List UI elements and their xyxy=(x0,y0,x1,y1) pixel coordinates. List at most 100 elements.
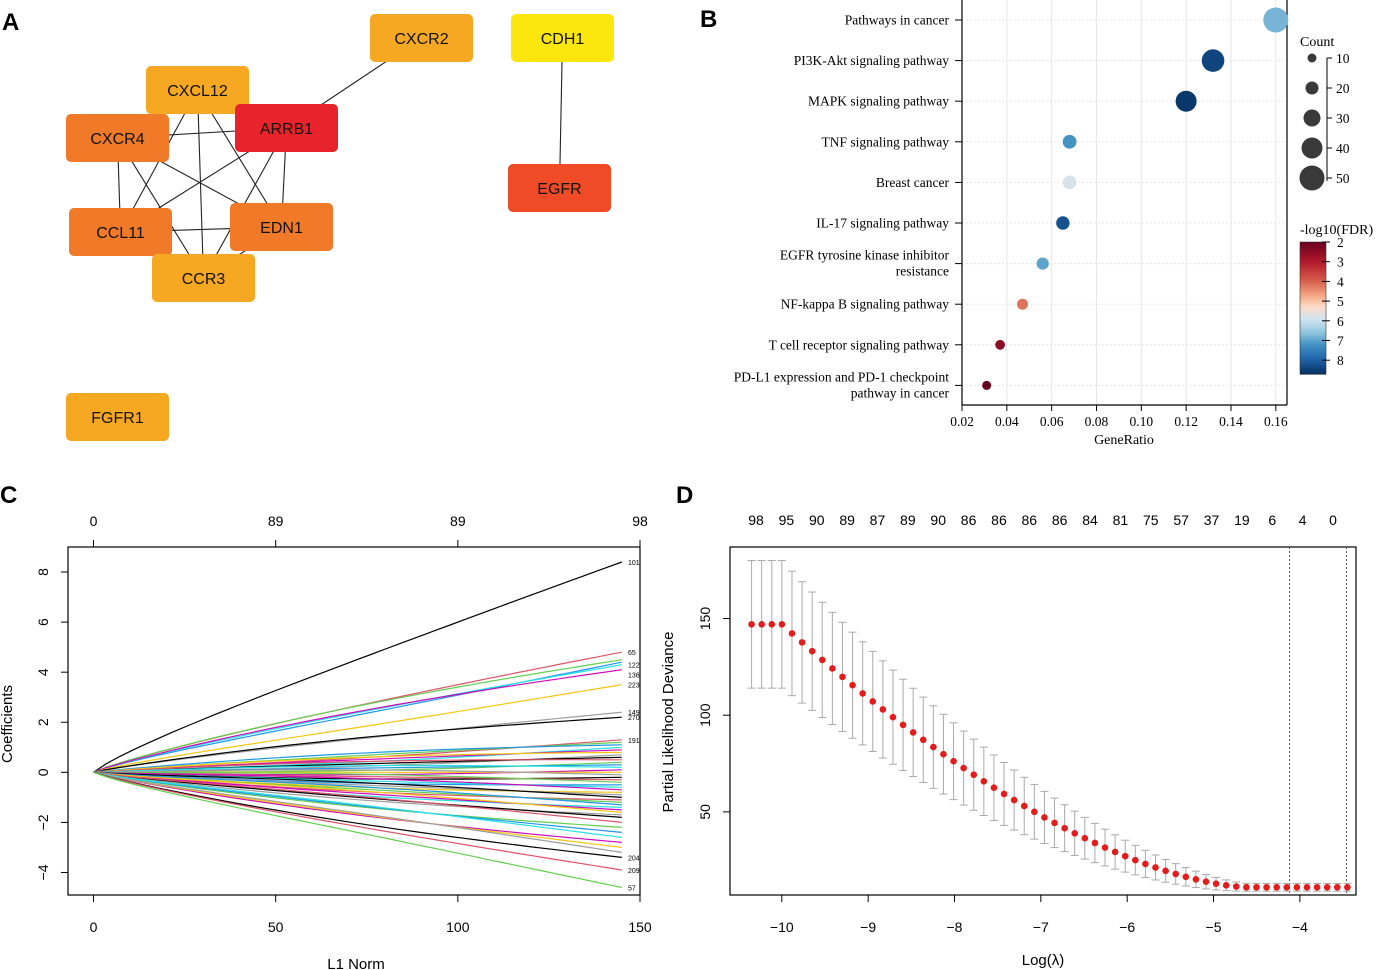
colorbar-band xyxy=(1300,318,1326,321)
colorbar-band xyxy=(1300,276,1326,279)
cv-x-tick-label: −9 xyxy=(860,919,876,935)
coef-path-label: 223 xyxy=(628,683,640,690)
coef-path xyxy=(93,771,622,853)
cv-point xyxy=(1172,870,1180,878)
cv-top-label: 90 xyxy=(809,512,825,528)
node-box xyxy=(66,114,169,162)
colorbar-frame xyxy=(1299,241,1327,375)
network-nodes: CXCR2 CDH1 CXCL12 ARRB1 CXCR4 CCL11 EDN1 CCR3 EG… xyxy=(66,14,614,441)
colorbar-band xyxy=(1300,312,1326,315)
cv-point xyxy=(1253,883,1260,891)
colorbar-band xyxy=(1300,248,1326,251)
node-box xyxy=(511,14,614,62)
node-box xyxy=(235,104,338,152)
coef-path xyxy=(93,771,622,838)
coef-y-tick-label: −2 xyxy=(35,814,51,830)
pathway-dot xyxy=(1036,257,1049,270)
panel-letter-b: B xyxy=(700,6,717,33)
pathway-label: T cell receptor signaling pathway xyxy=(769,337,950,352)
coef-y-tick-label: 8 xyxy=(35,568,51,576)
colorbar-band xyxy=(1300,292,1326,295)
coef-path xyxy=(93,744,622,773)
coef-path-label: 65 xyxy=(628,650,636,657)
fdr-legend-title: -log10(FDR) xyxy=(1300,223,1373,238)
coef-path xyxy=(93,771,622,871)
cv-deviance-plot: −10 −9 −8 −7 −6 −5 −4 50 100 150 98 95 90 89 87 89 90 86 8… xyxy=(660,512,1357,969)
pathway-dot xyxy=(1062,134,1077,149)
cv-y-tick-label: 50 xyxy=(697,804,713,820)
cv-y-tick-label: 100 xyxy=(697,703,713,727)
cv-y-tick-label: 150 xyxy=(697,607,713,631)
cv-point xyxy=(1232,883,1240,890)
coef-path xyxy=(93,669,622,773)
cv-point xyxy=(778,621,786,628)
coef-path-label: 101 xyxy=(628,560,640,567)
colorbar-band xyxy=(1300,358,1326,361)
colorbar-band xyxy=(1300,304,1326,307)
pathway-label: NF-kappa B signaling pathway xyxy=(781,297,950,312)
coef-y-tick-label: 0 xyxy=(35,768,51,776)
colorbar-band xyxy=(1300,310,1326,313)
colorbar-band xyxy=(1300,256,1326,259)
cv-error-bars xyxy=(747,560,1352,892)
coef-path xyxy=(93,751,622,773)
pathway-dot xyxy=(1062,175,1077,190)
coef-plot-frame xyxy=(67,546,641,896)
coef-path xyxy=(93,561,623,773)
cv-point xyxy=(1041,814,1048,821)
cv-point xyxy=(1202,878,1210,885)
node-label: CXCL12 xyxy=(167,83,228,100)
colorbar-band xyxy=(1300,352,1326,355)
colorbar-band xyxy=(1300,264,1326,267)
node-label: CCR3 xyxy=(182,271,226,288)
node-box xyxy=(370,14,473,62)
pathway-label-line2: pathway in cancer xyxy=(851,385,950,400)
colorbar-band xyxy=(1300,246,1326,249)
colorbar-band xyxy=(1300,366,1326,369)
coef-x-tick-label: 100 xyxy=(446,919,470,935)
count-legend-dot xyxy=(1303,109,1321,127)
coef-path xyxy=(93,771,622,843)
colorbar-tick-label: 6 xyxy=(1337,314,1344,329)
cv-point xyxy=(1303,883,1311,891)
x-tick-label: 0.06 xyxy=(1040,414,1064,429)
colorbar-band xyxy=(1300,306,1326,309)
cv-point xyxy=(1091,839,1099,847)
cv-point xyxy=(798,639,806,646)
cv-point xyxy=(859,690,866,697)
cv-top-label: 90 xyxy=(930,512,946,528)
cv-x-tick-label: −4 xyxy=(1292,919,1308,935)
colorbar-band xyxy=(1300,348,1326,351)
cv-point xyxy=(1061,824,1068,832)
cv-point xyxy=(980,777,988,785)
coef-path-label: 122 xyxy=(628,663,640,670)
cv-plot-frame xyxy=(729,546,1357,896)
cv-top-label: 37 xyxy=(1204,512,1220,528)
network-edge xyxy=(196,89,205,279)
cv-point xyxy=(869,698,877,705)
coef-path-label: 191 xyxy=(628,738,640,745)
colorbar-band xyxy=(1300,340,1326,343)
coef-path xyxy=(93,684,622,773)
coef-x-label: L1 Norm xyxy=(327,956,385,970)
coef-top-tick-label: 0 xyxy=(90,513,98,529)
cv-top-label: 89 xyxy=(900,512,916,528)
dotplot-pathway-labels: Pathways in cancer PI3K-Akt signaling pat… xyxy=(734,13,962,400)
cv-point xyxy=(1212,880,1220,887)
dotplot-x-label: GeneRatio xyxy=(1094,433,1154,448)
node-edn1: EDN1 xyxy=(230,203,333,251)
cv-point xyxy=(1162,867,1169,875)
coef-path xyxy=(93,771,622,791)
colorbar-band xyxy=(1300,368,1326,371)
cv-point xyxy=(990,784,998,791)
cv-point xyxy=(1273,883,1280,891)
count-legend-dot xyxy=(1307,53,1317,63)
pathway-label: IL-17 signaling pathway xyxy=(816,216,949,231)
cv-point xyxy=(1293,883,1301,891)
cv-point xyxy=(1243,883,1250,891)
cv-point xyxy=(1071,829,1079,837)
cv-point xyxy=(1182,873,1190,881)
coef-top-tick-label: 98 xyxy=(632,513,648,529)
